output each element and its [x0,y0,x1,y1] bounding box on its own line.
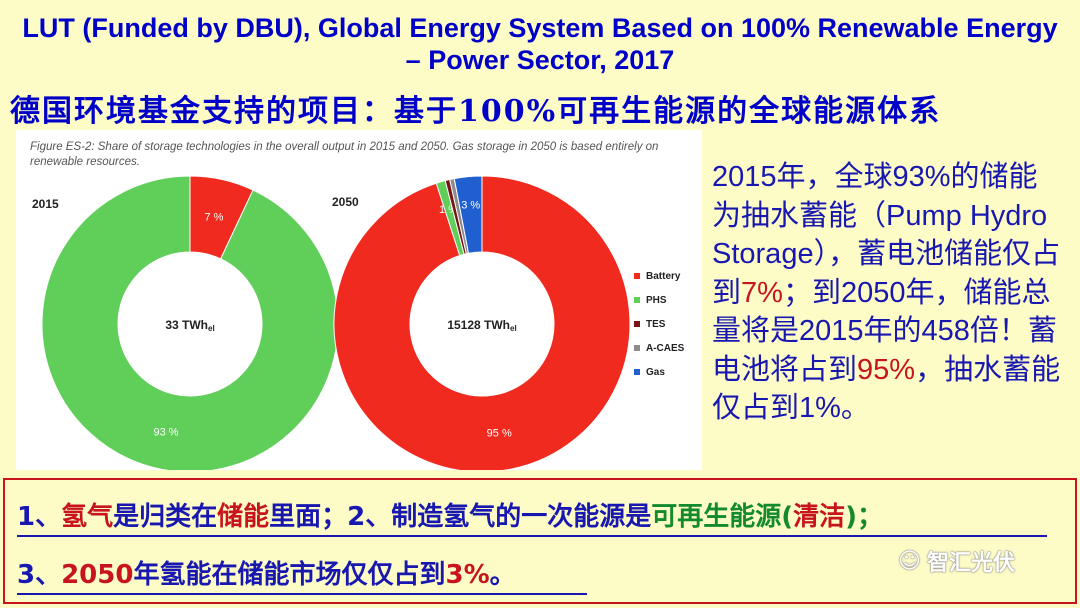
legend-label-gas: Gas [646,367,665,378]
chart-caption: Figure ES-2: Share of storage technologi… [30,141,659,168]
l1-d: 储能 [217,502,270,532]
summary-box: 1、氢气是归类在储能里面；2、制造氢气的一次能源是可再生能源(清洁)； 3、20… [3,478,1077,604]
side-text-p1-highlight: 7% [741,276,783,309]
legend-swatch-battery [634,273,640,279]
chart-panel: Figure ES-2: Share of storage technologi… [16,130,702,470]
slice-2050-gas [453,175,483,254]
side-text-p3: ，抽水蓄能仅占到1%。 [712,353,1061,425]
watermark: ☺ 智汇光伏 [898,545,1015,577]
slice-2050-battery [333,175,631,470]
legend-swatch-gas [634,369,640,375]
data-label-2015-battery: 7 % [205,212,224,224]
summary-line-1: 1、氢气是归类在储能里面；2、制造氢气的一次能源是可再生能源(清洁)； [17,496,1047,537]
center-label-2015: 33 TWhel [165,318,214,333]
l2-e: 。 [489,560,516,590]
watermark-text: 智汇光伏 [926,551,1015,576]
title-en-line2: – Power Sector, 2017 [405,45,675,75]
l1-c: 是归类在 [113,502,218,532]
side-commentary: 2015年，全球93%的储能为抽水蓄能（Pump Hydro Storage），… [712,158,1062,428]
year-label-2015: 2015 [32,197,59,211]
data-label-2015-phs: 93 % [153,426,178,438]
legend-swatch-phs [634,297,640,303]
title-en: LUT (Funded by DBU), Global Energy Syste… [0,12,1080,76]
side-text-p2-highlight: 95% [857,353,916,386]
l2-b: 2050 [61,560,134,590]
slice-2015-phs [41,175,339,470]
wechat-icon: ☺ [898,548,921,574]
legend-label-tes: TES [646,319,666,330]
legend-swatch-a-caes [634,345,640,351]
l1-f: 可再生能源 [651,502,782,532]
title-en-line1: LUT (Funded by DBU), Global Energy Syste… [22,13,1058,43]
l1-i: )； [845,502,884,532]
legend-label-phs: PHS [646,295,667,306]
summary-line-2: 3、2050年氢能在储能市场仅仅占到3%。 [17,554,587,595]
l1-h: 清洁 [793,502,846,532]
l1-e: 里面；2、制造氢气的一次能源是 [269,502,652,532]
title-cn: 德国环境基金支持的项目：基于100%可再生能源的全球能源体系 [10,94,942,129]
l2-a: 3、 [17,560,62,590]
side-text-p1: 2015年，全球93%的储能为抽水蓄能（Pump Hydro Storage），… [712,161,1061,309]
side-text-p2: ；到2050年，储能总量将是2015年的458倍！蓄电池将占到 [712,276,1057,386]
l2-d: 3% [445,560,490,590]
l2-c: 年氢能在储能市场仅仅占到 [133,560,446,590]
l1-g: ( [781,502,794,532]
data-label-2050-gas: 3 % [461,200,480,212]
legend-swatch-tes [634,321,640,327]
year-label-2050: 2050 [332,195,359,209]
l1-a: 1、 [17,502,62,532]
legend-label-a-caes: A-CAES [646,343,685,354]
data-label-2050-battery: 95 % [487,428,512,440]
l1-b: 氢气 [61,502,114,532]
center-label-2050: 15128 TWhel [447,318,516,333]
legend-label-battery: Battery [646,271,681,282]
